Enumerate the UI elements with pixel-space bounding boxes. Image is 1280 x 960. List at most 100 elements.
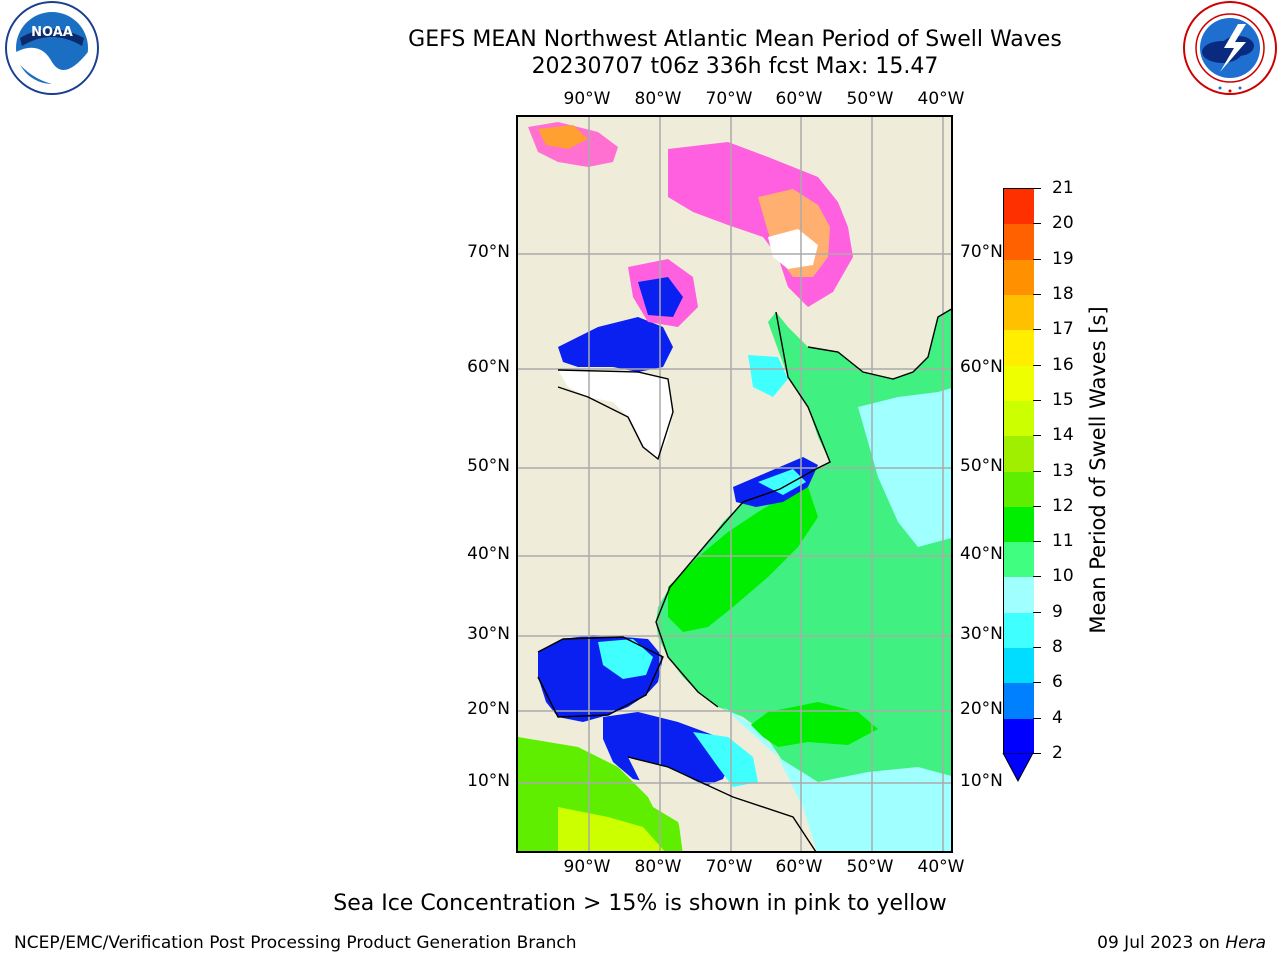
colorbar-tick-mark xyxy=(1033,188,1041,189)
colorbar-tick-mark xyxy=(1033,682,1041,684)
footer-date-text: 09 Jul 2023 on xyxy=(1097,933,1226,953)
lon-label-top: 90°W xyxy=(563,89,611,109)
colorbar-tick-mark xyxy=(1033,470,1041,472)
colorbar xyxy=(1003,188,1034,754)
labrador-band xyxy=(748,355,788,397)
lon-label-top: 40°W xyxy=(917,89,965,109)
south-america-land xyxy=(628,757,816,851)
lat-label-right: 50°N xyxy=(960,456,1003,476)
colorbar-segment xyxy=(1004,224,1034,260)
colorbar-tick-mark xyxy=(1033,753,1041,754)
chart-subtitle: 20230707 t06z 336h fcst Max: 15.47 xyxy=(531,54,939,79)
colorbar-segment xyxy=(1004,365,1034,401)
lon-label-top: 80°W xyxy=(634,89,682,109)
ice-note: Sea Ice Concentration > 15% is shown in … xyxy=(333,891,947,916)
lat-label-left: 70°N xyxy=(467,242,510,262)
chart-title: GEFS MEAN Northwest Atlantic Mean Period… xyxy=(408,27,1062,52)
colorbar-tick-mark xyxy=(1033,329,1041,331)
baffin-ice-white xyxy=(768,229,818,269)
colorbar-tick-mark xyxy=(1033,435,1041,437)
colorbar-segment xyxy=(1004,330,1034,366)
lon-label-top: 70°W xyxy=(705,89,753,109)
gulf-cyan xyxy=(598,639,653,679)
colorbar-tick-mark xyxy=(1033,293,1041,295)
colorbar-tick-mark xyxy=(1033,576,1041,578)
lat-label-left: 40°N xyxy=(467,544,510,564)
colorbar-tick-mark xyxy=(1033,364,1041,366)
colorbar-segment xyxy=(1004,612,1034,649)
colorbar-tick-label: 12 xyxy=(1052,495,1074,516)
colorbar-tick-label: 16 xyxy=(1052,354,1074,375)
colorbar-segment xyxy=(1004,542,1034,578)
nws-logo xyxy=(1183,1,1277,95)
colorbar-tick-label: 13 xyxy=(1052,460,1074,481)
colorbar-segment xyxy=(1004,436,1034,472)
colorbar-segment xyxy=(1004,189,1034,225)
cyan-south-region xyxy=(723,707,951,851)
noaa-logo-text: NOAA xyxy=(31,25,73,40)
colorbar-tick-label: 2 xyxy=(1052,743,1063,763)
colorbar-tick-mark xyxy=(1033,647,1041,649)
colorbar-segment xyxy=(1004,294,1034,331)
footer-machine: Hera xyxy=(1225,933,1266,953)
south-green-band xyxy=(748,702,878,747)
colorbar-segment xyxy=(1004,577,1034,613)
lat-label-right: 20°N xyxy=(960,699,1003,719)
south-america-yellow xyxy=(558,807,665,851)
colorbar-under-triangle xyxy=(1002,753,1034,783)
colorbar-tick-label: 6 xyxy=(1052,672,1063,693)
lat-label-right: 10°N xyxy=(960,771,1003,791)
lon-label-top: 50°W xyxy=(846,89,894,109)
colorbar-segment xyxy=(1004,400,1034,437)
coastal-green-band xyxy=(668,487,818,632)
hudson-bay-ice xyxy=(558,370,673,459)
colorbar-tick-label: 20 xyxy=(1052,213,1074,234)
colorbar-tick-label: 18 xyxy=(1052,283,1074,304)
lat-label-right: 60°N xyxy=(960,357,1003,377)
colorbar-tick-label: 10 xyxy=(1052,566,1074,587)
lat-label-left: 20°N xyxy=(467,699,510,719)
graticule xyxy=(518,117,951,851)
map-canvas xyxy=(518,117,951,851)
lat-label-left: 60°N xyxy=(467,357,510,377)
colorbar-tick-mark xyxy=(1033,505,1041,507)
colorbar-tick-mark xyxy=(1033,399,1041,401)
lat-label-right: 30°N xyxy=(960,624,1003,644)
colorbar-segment xyxy=(1004,683,1034,719)
lat-label-left: 30°N xyxy=(467,624,510,644)
lat-label-right: 70°N xyxy=(960,242,1003,262)
caribbean-cyan xyxy=(693,732,758,787)
st-lawrence-cyan xyxy=(758,469,806,495)
lon-label-bottom: 90°W xyxy=(563,857,611,877)
colorbar-tick-label: 15 xyxy=(1052,389,1074,410)
coastlines xyxy=(537,308,951,851)
lon-label-bottom: 60°W xyxy=(775,857,823,877)
colorbar-segment xyxy=(1004,718,1034,754)
hudson-bay-open xyxy=(558,317,673,372)
colorbar-segment xyxy=(1004,259,1034,295)
noaa-logo: NOAA xyxy=(5,1,99,95)
colorbar-tick-mark xyxy=(1033,223,1041,225)
colorbar-tick-label: 11 xyxy=(1052,531,1074,552)
colorbar-tick-label: 4 xyxy=(1052,707,1063,728)
colorbar-tick-label: 21 xyxy=(1052,178,1074,198)
lon-label-bottom: 70°W xyxy=(705,857,753,877)
colorbar-tick-mark xyxy=(1033,258,1041,260)
colorbar-tick-mark xyxy=(1033,541,1041,543)
colorbar-tick-label: 17 xyxy=(1052,319,1074,340)
colorbar-segment xyxy=(1004,648,1034,684)
lon-label-top: 60°W xyxy=(775,89,823,109)
footer-date: 09 Jul 2023 on Hera xyxy=(1097,933,1266,953)
lat-label-left: 10°N xyxy=(467,771,510,791)
lon-label-bottom: 80°W xyxy=(634,857,682,877)
lat-label-left: 50°N xyxy=(467,456,510,476)
colorbar-tick-mark xyxy=(1033,717,1041,719)
colorbar-tick-label: 8 xyxy=(1052,637,1063,658)
colorbar-tick-mark xyxy=(1033,611,1041,613)
colorbar-label: Mean Period of Swell Waves [s] xyxy=(1086,306,1110,634)
colorbar-segment xyxy=(1004,471,1034,507)
colorbar-tick-label: 9 xyxy=(1052,601,1063,622)
colorbar-segment xyxy=(1004,506,1034,543)
lon-label-bottom: 50°W xyxy=(846,857,894,877)
lon-label-bottom: 40°W xyxy=(917,857,965,877)
